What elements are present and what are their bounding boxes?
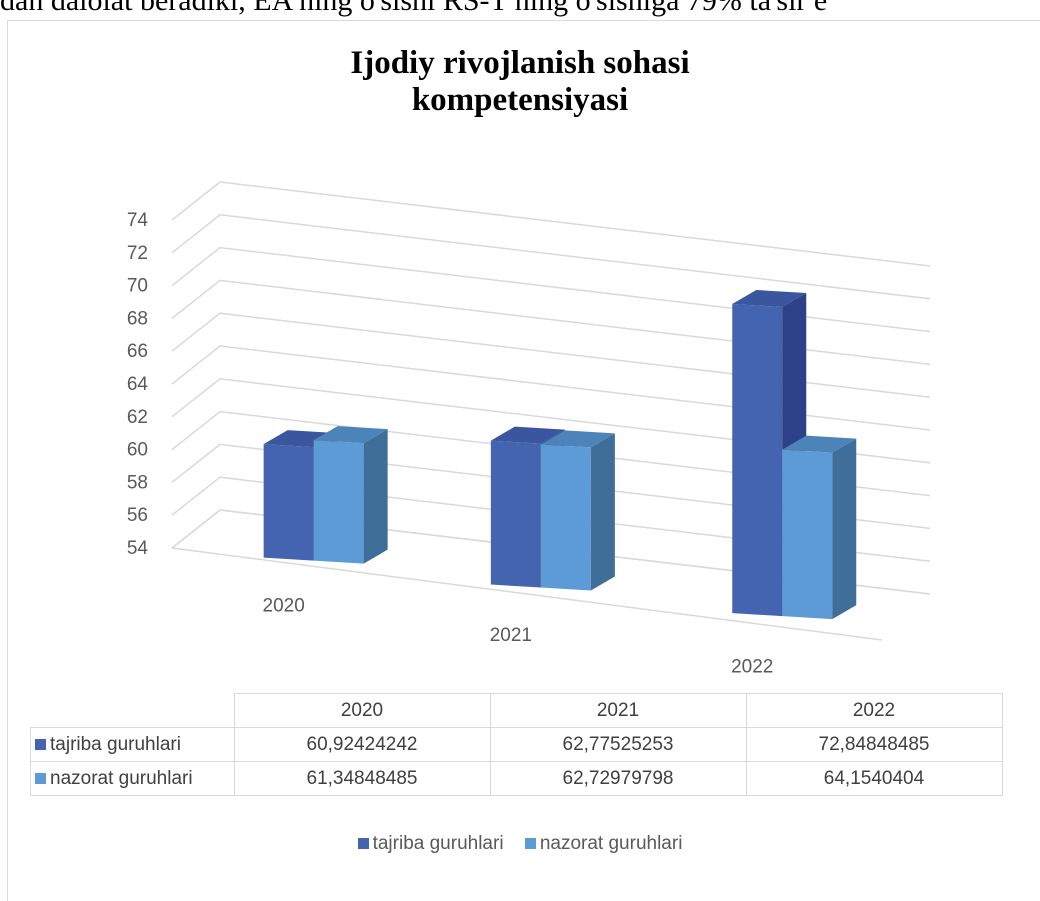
data-table-header-row: 2020 2021 2022 bbox=[30, 693, 1003, 728]
data-cell: 64,1540404 bbox=[745, 761, 1003, 796]
bar-front-tajriba-2022 bbox=[732, 303, 783, 617]
legend-item-tajriba: tajriba guruhlari bbox=[357, 833, 504, 854]
data-table-corner bbox=[30, 693, 235, 728]
gridline bbox=[171, 345, 931, 431]
data-cell: 72,84848485 bbox=[745, 727, 1003, 762]
y-tick-labels: 54 56 58 60 62 64 66 68 70 72 74 bbox=[127, 210, 149, 559]
series-name: nazorat guruhlari bbox=[50, 767, 193, 789]
series-swatch-icon bbox=[35, 772, 46, 784]
bar-side-nazorat-2022 bbox=[832, 438, 857, 620]
data-table-row-tajriba: tajriba guruhlari 60,92424242 62,7752525… bbox=[30, 727, 1003, 762]
y-tick-label: 70 bbox=[127, 276, 148, 297]
bar-top-tajriba-2021 bbox=[490, 426, 565, 444]
bar-chart-3d: 54 56 58 60 62 64 66 68 70 72 74 2020 2021 2022 bbox=[127, 181, 931, 678]
bar-top-tajriba-2022 bbox=[732, 289, 807, 307]
y-tick-label: 72 bbox=[127, 243, 148, 264]
legend-swatch-icon bbox=[524, 838, 536, 850]
gridline bbox=[171, 214, 931, 300]
chart-title-line-1: Ijodiy rivojlanish sohasi bbox=[350, 45, 690, 81]
data-table: 2020 2021 2022 tajriba guruhlari 60,9242… bbox=[30, 693, 1003, 796]
gridline bbox=[171, 476, 931, 562]
y-tick-label: 62 bbox=[127, 407, 148, 428]
data-table-header-2020: 2020 bbox=[233, 693, 491, 728]
y-tick-label: 58 bbox=[127, 472, 148, 493]
gridline bbox=[171, 443, 931, 530]
legend-label: nazorat guruhlari bbox=[539, 833, 683, 854]
series-name: tajriba guruhlari bbox=[50, 733, 181, 755]
y-tick-label: 56 bbox=[127, 505, 148, 526]
bars-group bbox=[263, 289, 857, 620]
bar-front-tajriba-2021 bbox=[490, 440, 541, 588]
bar-front-nazorat-2022 bbox=[782, 449, 833, 620]
y-tick-label: 68 bbox=[127, 308, 148, 329]
gridline bbox=[171, 312, 931, 398]
y-tick-label: 64 bbox=[127, 374, 149, 395]
chart-legend: tajriba guruhlari nazorat guruhlari bbox=[0, 833, 1040, 855]
gridline bbox=[171, 246, 931, 333]
chart-title-line-2: kompetensiyasi bbox=[411, 82, 629, 118]
gridline bbox=[171, 509, 931, 595]
y-tick-label: 74 bbox=[127, 210, 149, 231]
y-tick-label: 54 bbox=[127, 538, 149, 559]
bar-top-nazorat-2021 bbox=[540, 430, 615, 448]
category-label: 2022 bbox=[731, 656, 773, 677]
y-tick-label: 66 bbox=[127, 341, 148, 362]
data-table-row-nazorat: nazorat guruhlari 61,34848485 62,7297979… bbox=[30, 761, 1003, 796]
data-table-header-2021: 2021 bbox=[489, 693, 747, 728]
gridline bbox=[171, 279, 931, 366]
series-swatch-icon bbox=[35, 738, 46, 750]
gridline bbox=[171, 378, 931, 464]
top-text-line: dan dalolat beradiki, EA ning o'sishi RS… bbox=[0, 0, 828, 17]
data-cell: 62,77525253 bbox=[489, 727, 747, 762]
gridline bbox=[171, 410, 931, 497]
data-table-row-label: nazorat guruhlari bbox=[30, 761, 235, 796]
gridline bbox=[171, 181, 931, 267]
category-label: 2021 bbox=[490, 625, 532, 646]
data-cell: 62,72979798 bbox=[489, 761, 747, 796]
bar-side-nazorat-2021 bbox=[590, 433, 615, 591]
legend-label: tajriba guruhlari bbox=[372, 833, 504, 854]
data-cell: 60,92424242 bbox=[233, 727, 491, 762]
data-table-header-2022: 2022 bbox=[745, 693, 1003, 728]
data-table-row-label: tajriba guruhlari bbox=[30, 727, 235, 762]
y-tick-label: 60 bbox=[127, 440, 148, 461]
floor-front-edge bbox=[171, 547, 883, 641]
bar-front-tajriba-2020 bbox=[263, 444, 314, 561]
legend-item-nazorat: nazorat guruhlari bbox=[524, 833, 683, 854]
bar-side-nazorat-2020 bbox=[363, 429, 388, 564]
legend-swatch-icon bbox=[357, 838, 369, 850]
bar-top-nazorat-2020 bbox=[313, 426, 388, 444]
grid-group bbox=[171, 181, 931, 641]
chart-frame bbox=[7, 20, 1040, 901]
bar-front-nazorat-2021 bbox=[540, 444, 591, 591]
category-labels: 2020 2021 2022 bbox=[263, 596, 774, 678]
data-cell: 61,34848485 bbox=[233, 761, 491, 796]
bar-front-nazorat-2020 bbox=[313, 440, 364, 564]
bar-top-nazorat-2022 bbox=[782, 435, 857, 453]
category-label: 2020 bbox=[263, 596, 305, 617]
